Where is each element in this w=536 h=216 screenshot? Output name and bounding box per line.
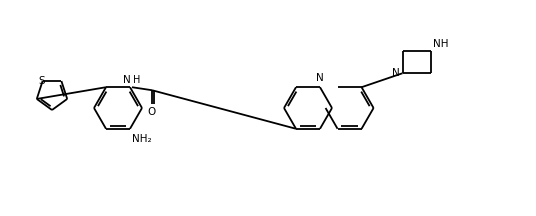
Text: H: H xyxy=(133,75,140,85)
Text: N: N xyxy=(316,73,324,83)
Text: N: N xyxy=(123,75,131,85)
Text: S: S xyxy=(38,76,45,86)
Text: O: O xyxy=(148,107,156,117)
Text: NH₂: NH₂ xyxy=(132,134,152,144)
Text: NH: NH xyxy=(433,39,448,49)
Text: N: N xyxy=(392,68,399,78)
